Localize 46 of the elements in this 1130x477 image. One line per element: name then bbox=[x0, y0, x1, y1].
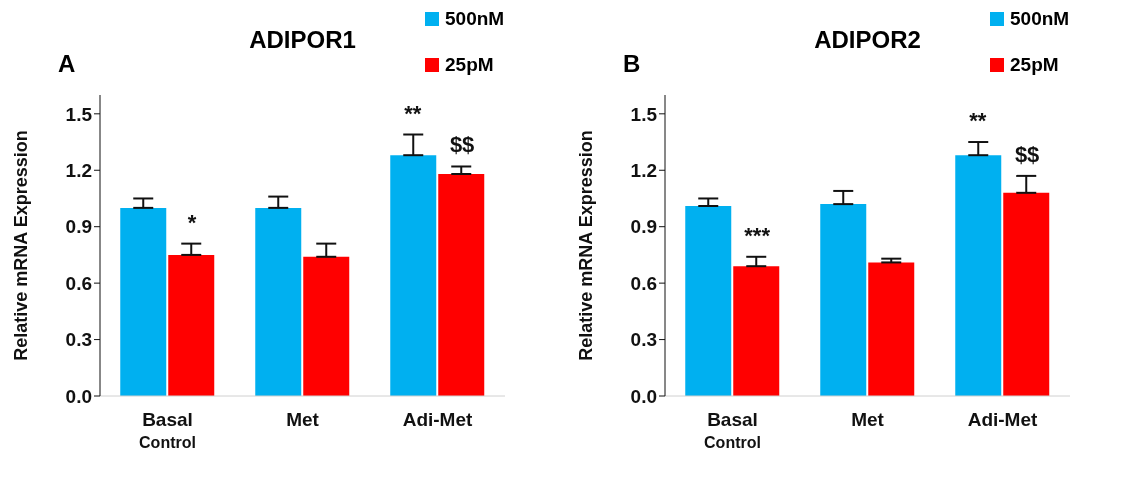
bar bbox=[820, 204, 867, 396]
y-tick-label: 0.0 bbox=[630, 385, 657, 407]
bar bbox=[255, 207, 302, 396]
y-tick-label: 1.2 bbox=[630, 159, 657, 181]
y-tick-label: 0.9 bbox=[630, 216, 657, 238]
bar bbox=[303, 256, 350, 396]
annotation: ** bbox=[969, 108, 987, 134]
y-tick-label: 0.9 bbox=[65, 216, 92, 238]
legend-label: 500nM bbox=[445, 8, 505, 30]
x-tick-label: Met bbox=[851, 409, 885, 430]
annotation: * bbox=[187, 209, 197, 235]
bar bbox=[168, 254, 215, 396]
x-tick-label: Adi-Met bbox=[402, 409, 473, 430]
annotation: ** bbox=[404, 100, 422, 126]
y-tick-label: 0.0 bbox=[65, 385, 92, 407]
chart-title: ADIPOR1 bbox=[249, 26, 356, 53]
annotation: $$ bbox=[449, 132, 475, 158]
bar bbox=[868, 262, 915, 396]
bar bbox=[438, 174, 485, 396]
y-tick-label: 0.3 bbox=[630, 329, 657, 351]
x-tick-label: Met bbox=[286, 409, 320, 430]
y-tick-label: 1.5 bbox=[630, 103, 658, 125]
bar bbox=[685, 205, 732, 396]
x-tick-label: Basal Control bbox=[139, 409, 196, 451]
legend-label: 500nM bbox=[1010, 8, 1070, 30]
y-tick-label: 1.2 bbox=[65, 159, 92, 181]
bar bbox=[733, 266, 780, 396]
bar bbox=[390, 155, 437, 396]
y-tick-label: 0.6 bbox=[630, 272, 657, 294]
annotation: *** bbox=[744, 222, 771, 248]
y-tick-label: 1.5 bbox=[65, 103, 93, 125]
bar bbox=[1003, 192, 1050, 396]
y-axis-title: Relative mRNA Expression bbox=[576, 130, 597, 361]
x-tick-label: Adi-Met bbox=[967, 409, 1038, 430]
x-tick-label: Basal Control bbox=[704, 409, 761, 451]
y-tick-label: 0.6 bbox=[65, 272, 92, 294]
bar bbox=[955, 155, 1002, 396]
y-axis-title: Relative mRNA Expression bbox=[11, 130, 32, 361]
text: A bbox=[58, 50, 76, 78]
chart-title: ADIPOR2 bbox=[814, 26, 921, 53]
bar bbox=[120, 207, 167, 396]
y-tick-label: 0.3 bbox=[65, 329, 92, 351]
legend-label: 25pM bbox=[1010, 54, 1059, 76]
text: B bbox=[623, 50, 641, 78]
annotation: $$ bbox=[1014, 141, 1040, 167]
legend-label: 25pM bbox=[445, 54, 494, 76]
